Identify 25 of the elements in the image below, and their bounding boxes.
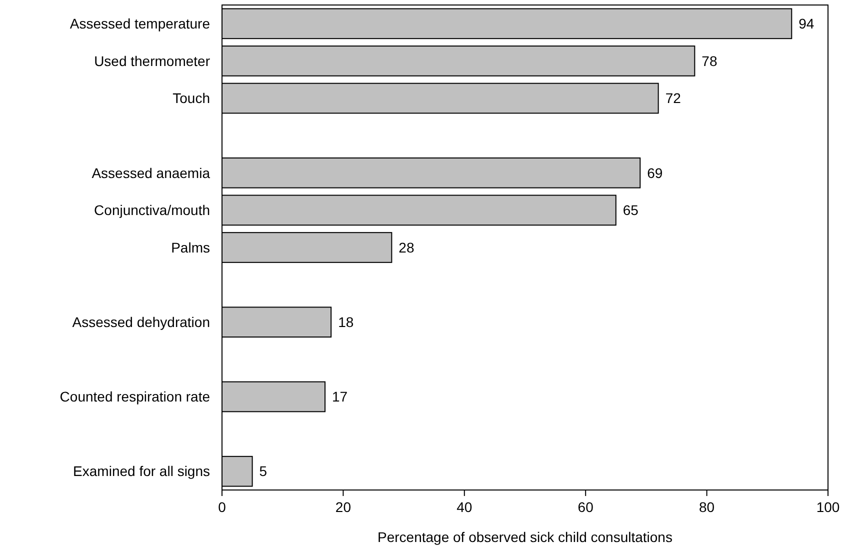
data-label: 28 xyxy=(398,239,414,256)
data-label: 72 xyxy=(665,90,682,106)
data-label: 78 xyxy=(702,52,718,69)
data-label: 18 xyxy=(338,314,354,330)
data-label: 94 xyxy=(798,16,814,32)
x-tick-label: 80 xyxy=(699,499,715,515)
data-label: 69 xyxy=(647,164,663,181)
x-tick-label: 60 xyxy=(578,499,594,515)
x-tick-label: 40 xyxy=(456,499,472,515)
y-tick-label: Palms xyxy=(171,239,210,256)
x-axis-title: Percentage of observed sick child consultations xyxy=(378,529,672,545)
y-tick-label: Touch xyxy=(172,90,210,106)
y-tick-label: Assessed dehydration xyxy=(72,314,210,330)
y-tick-label: Counted respiration rate xyxy=(60,388,210,405)
data-label: 65 xyxy=(622,202,639,218)
y-tick-label: Conjunctiva/mouth xyxy=(94,202,210,218)
data-label: 5 xyxy=(259,463,268,480)
data-label: 17 xyxy=(332,388,348,405)
x-tick-label: 100 xyxy=(816,499,840,515)
y-tick-label: Used thermometer xyxy=(94,52,210,69)
x-tick-label: 20 xyxy=(335,499,352,515)
y-tick-label: Examined for all signs xyxy=(73,463,210,480)
x-tick-label: 0 xyxy=(218,499,226,515)
y-tick-label: Assessed anaemia xyxy=(92,164,210,181)
y-tick-label: Assessed temperature xyxy=(70,16,210,32)
